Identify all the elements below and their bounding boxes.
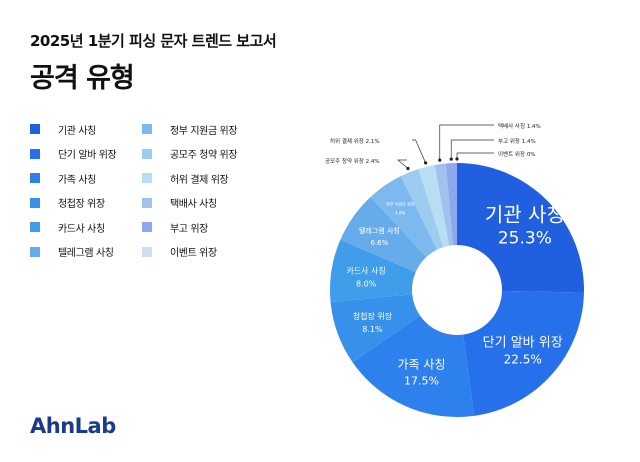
legend-swatch bbox=[30, 173, 40, 183]
legend-item: 허위 결제 위장 bbox=[142, 171, 272, 186]
donut-slice bbox=[352, 315, 475, 417]
legend-label: 카드사 사칭 bbox=[58, 223, 105, 235]
legend-label: 공모주 청약 위장 bbox=[170, 150, 238, 161]
legend-item: 카드사 사칭 bbox=[30, 220, 142, 235]
legend-label: 텔레그램 사칭 bbox=[58, 248, 114, 259]
legend-label: 택배사 사칭 bbox=[170, 199, 217, 210]
legend-swatch bbox=[142, 173, 152, 183]
slice-label: 단기 알바 위장 bbox=[483, 336, 563, 351]
legend-item: 정부 지원금 위장 bbox=[142, 122, 272, 137]
slice-label: 텔레그램 사칭 bbox=[359, 226, 400, 235]
legend-item: 이벤트 위장 bbox=[142, 245, 272, 259]
ahnlab-logo: AhnLab bbox=[30, 414, 116, 438]
slice-value: 22.5% bbox=[504, 353, 542, 367]
leader-line bbox=[450, 139, 494, 160]
leader-dot bbox=[438, 158, 442, 162]
leader-dot bbox=[449, 157, 453, 161]
slice-label: 카드사 사칭 bbox=[346, 267, 385, 276]
legend-label: 기관 사칭 bbox=[58, 125, 96, 137]
leader-dot bbox=[455, 157, 459, 161]
leader-dot bbox=[406, 166, 410, 171]
legend-item: 텔레그램 사칭 bbox=[30, 245, 142, 259]
leader-dot bbox=[423, 161, 428, 165]
legend-label: 허위 결제 위장 bbox=[170, 174, 229, 186]
leader-line bbox=[456, 152, 494, 159]
donut-slice bbox=[434, 163, 454, 246]
legend-swatch bbox=[30, 148, 40, 159]
legend-label: 정부 지원금 위장 bbox=[170, 125, 238, 137]
slice-label: 기관 사칭 bbox=[485, 203, 565, 227]
slice-value: 8.1% bbox=[362, 325, 383, 334]
slice-value: 25.3% bbox=[498, 229, 552, 249]
slice-label: 청첩장 위장 bbox=[353, 311, 393, 321]
slice-value: 6.6% bbox=[370, 239, 388, 247]
legend-swatch bbox=[142, 148, 152, 159]
legend-item: 청첩장 위장 bbox=[30, 196, 142, 210]
legend-swatch bbox=[30, 246, 40, 257]
slice-label: 정부 지원금 위장 bbox=[386, 201, 415, 207]
legend-label: 이벤트 위장 bbox=[170, 248, 217, 259]
legend-item: 부고 위장 bbox=[142, 220, 272, 235]
donut-slice bbox=[457, 163, 584, 293]
donut-slice bbox=[418, 164, 450, 248]
slice-label: 택배사 사칭 1.4% bbox=[498, 122, 541, 130]
donut-slice bbox=[463, 290, 584, 416]
slice-label: 가족 사칭 bbox=[398, 358, 446, 372]
donut-slice bbox=[330, 294, 420, 363]
legend-label: 청첩장 위장 bbox=[58, 199, 105, 210]
legend-swatch bbox=[30, 222, 40, 232]
legend-label: 가족 사칭 bbox=[58, 174, 96, 186]
slice-label: 부고 위장 1.4% bbox=[498, 137, 536, 145]
leader-line bbox=[439, 124, 494, 161]
legend-swatch bbox=[142, 246, 152, 257]
leader-line bbox=[412, 139, 426, 163]
donut-slice bbox=[400, 168, 444, 250]
legend-item: 택배사 사칭 bbox=[142, 196, 272, 210]
donut-slice bbox=[330, 239, 416, 303]
donut-slice bbox=[370, 176, 438, 258]
legend-item: 가족 사칭 bbox=[30, 171, 142, 186]
page-title: 공격 유형 bbox=[30, 63, 135, 94]
slice-value: 4.6% bbox=[395, 211, 405, 216]
slice-label: 공모주 청약 위장 2.4% bbox=[325, 157, 380, 165]
legend-item: 공모주 청약 위장 bbox=[142, 147, 272, 161]
legend-item: 단기 알바 위장 bbox=[30, 147, 142, 161]
legend-swatch bbox=[142, 197, 152, 208]
legend-label: 부고 위장 bbox=[170, 223, 208, 235]
report-subtitle: 2025년 1분기 피싱 문자 트렌드 보고서 bbox=[30, 32, 277, 50]
leader-line bbox=[397, 159, 409, 169]
legend-swatch bbox=[142, 222, 152, 232]
legend-label: 단기 알바 위장 bbox=[58, 150, 117, 161]
slice-value: 17.5% bbox=[404, 375, 439, 388]
legend-swatch bbox=[30, 124, 40, 134]
slice-value: 8.0% bbox=[356, 280, 377, 289]
slice-label: 이벤트 위장 0% bbox=[498, 150, 536, 158]
slice-label: 허위 결제 위장 2.1% bbox=[330, 137, 380, 145]
legend-swatch bbox=[30, 197, 40, 208]
legend-swatch bbox=[142, 124, 152, 134]
donut-slice bbox=[445, 163, 457, 246]
legend-item: 기관 사칭 bbox=[30, 122, 142, 137]
donut-slice bbox=[340, 196, 427, 273]
